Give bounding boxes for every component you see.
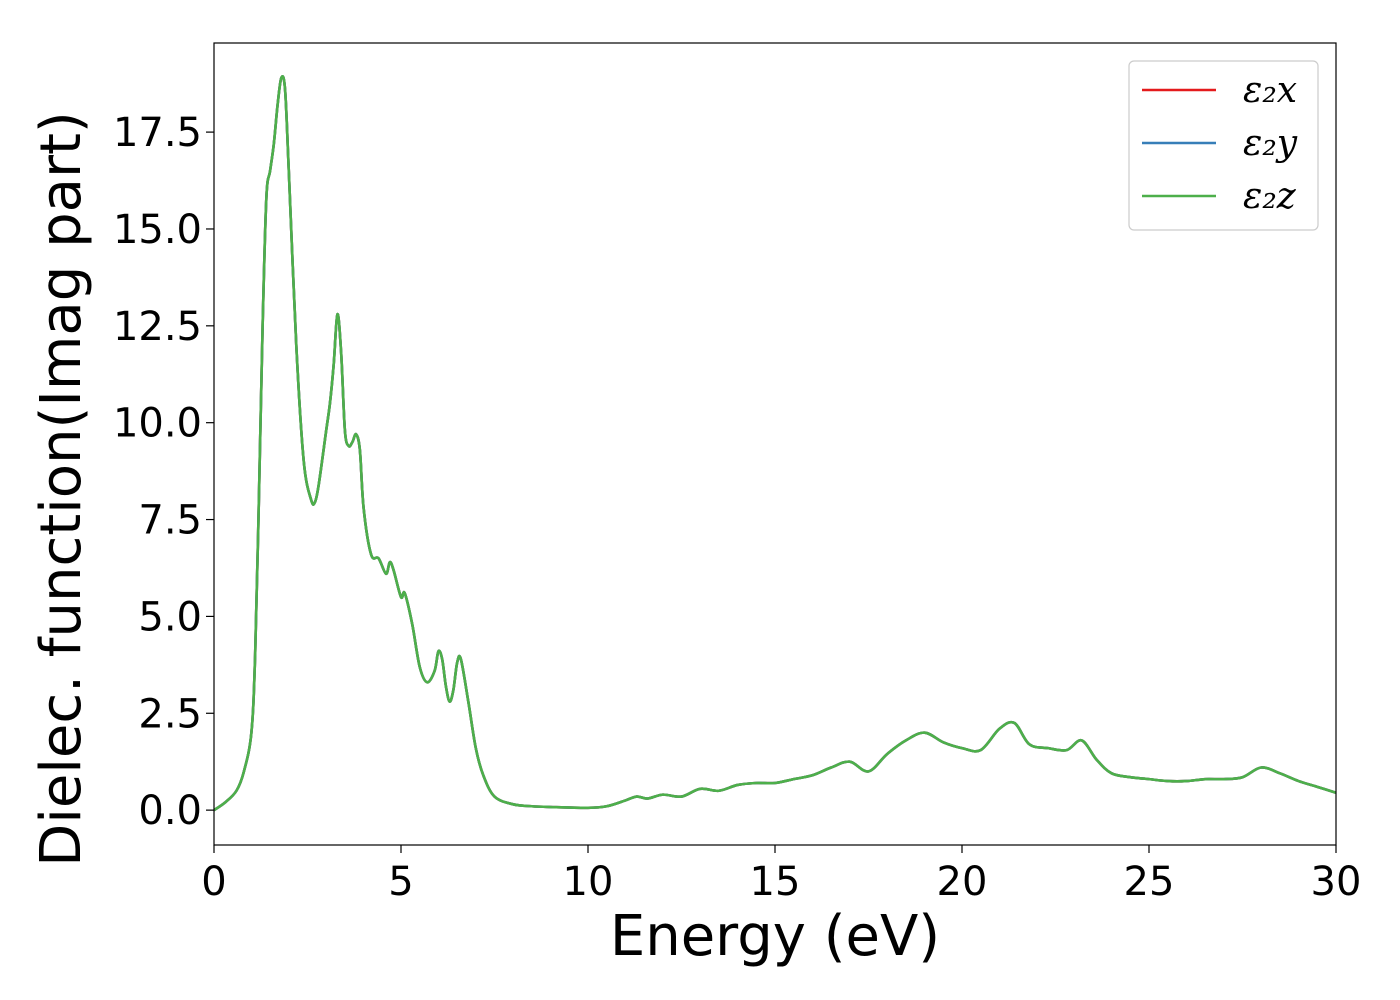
y-tick-label: 2.5: [138, 691, 202, 737]
series-layer: [214, 75, 1336, 812]
y-tick-label: 10.0: [113, 401, 202, 447]
y-axis-title: Dielec. function(Imag part): [29, 111, 94, 867]
legend-label-x: ε₂x: [1243, 70, 1297, 111]
legend: ε₂x ε₂y ε₂z: [1128, 60, 1319, 231]
y-tick-label: 7.5: [138, 498, 202, 544]
x-tick-label: 10: [563, 859, 614, 905]
y-tick-label: 12.5: [113, 304, 202, 350]
legend-label-z: ε₂z: [1243, 176, 1297, 217]
series-line-z: [214, 75, 1336, 812]
legend-box: [1128, 60, 1319, 231]
y-tick-label: 0.0: [138, 788, 202, 834]
x-tick-label: 25: [1124, 859, 1175, 905]
x-tick-label: 0: [201, 859, 226, 905]
x-tick-label: 20: [937, 859, 988, 905]
x-tick-label: 15: [750, 859, 801, 905]
x-axis-title: Energy (eV): [610, 904, 940, 969]
legend-label-y: ε₂y: [1243, 123, 1298, 164]
y-axis-ticks: 0.0 2.5 5.0 7.5 10.0 12.5 15.0 17.5: [113, 110, 214, 834]
y-tick-label: 17.5: [113, 110, 202, 156]
x-axis-ticks: 0 5 10 15 20 25 30: [201, 845, 1361, 905]
x-tick-label: 30: [1311, 859, 1362, 905]
y-tick-label: 5.0: [138, 594, 202, 640]
x-tick-label: 5: [388, 859, 413, 905]
y-tick-label: 15.0: [113, 207, 202, 253]
